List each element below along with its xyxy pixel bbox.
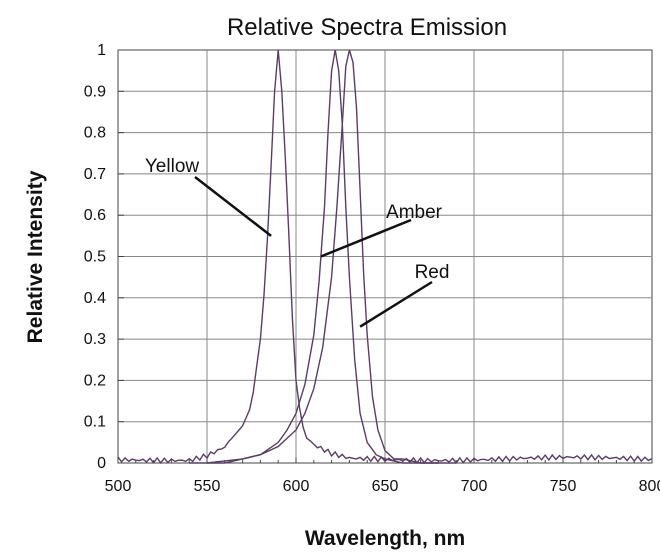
y-tick-label: 0.3 xyxy=(84,331,106,348)
y-tick-label: 0.7 xyxy=(84,166,106,183)
leader-amber xyxy=(320,218,412,258)
annotation-yellow: Yellow xyxy=(145,156,200,177)
series-line-red xyxy=(206,49,457,464)
series-line-amber xyxy=(189,49,439,464)
y-tick-label: 0.4 xyxy=(84,290,106,307)
annotation-red: Red xyxy=(415,262,450,283)
y-axis-ticks: 0 0.1 0.2 0.3 0.4 0.5 0.6 0.7 0.8 0.9 1 xyxy=(84,42,124,472)
y-tick-label: 0.1 xyxy=(84,414,106,431)
y-tick-label: 0.9 xyxy=(84,83,106,100)
y-tick-label: 0.5 xyxy=(84,249,106,266)
annotation-leaders xyxy=(194,176,433,328)
x-axis-ticks: 500 550 600 650 700 750 800 xyxy=(105,457,660,495)
x-tick-label: 550 xyxy=(194,478,221,495)
x-tick-label: 800 xyxy=(639,478,660,495)
x-tick-label: 750 xyxy=(550,478,577,495)
x-tick-label: 500 xyxy=(105,478,132,495)
x-tick-label: 650 xyxy=(372,478,399,495)
y-tick-label: 0.2 xyxy=(84,372,106,389)
x-axis-label: Wavelength, nm xyxy=(305,527,465,550)
grid-lines xyxy=(118,50,652,463)
x-tick-label: 700 xyxy=(461,478,488,495)
series-lines xyxy=(117,49,653,465)
chart-title: Relative Spectra Emission xyxy=(227,14,507,41)
y-tick-label: 0.6 xyxy=(84,207,106,224)
series-line-yellow xyxy=(117,49,653,465)
y-tick-label: 0.8 xyxy=(84,125,106,142)
x-tick-label: 600 xyxy=(283,478,310,495)
y-axis-label: Relative Intensity xyxy=(24,170,47,343)
annotation-amber: Amber xyxy=(386,202,443,223)
y-tick-label: 1 xyxy=(97,42,106,59)
y-tick-label: 0 xyxy=(97,455,106,472)
leader-yellow xyxy=(194,176,272,237)
leader-red xyxy=(359,280,433,328)
